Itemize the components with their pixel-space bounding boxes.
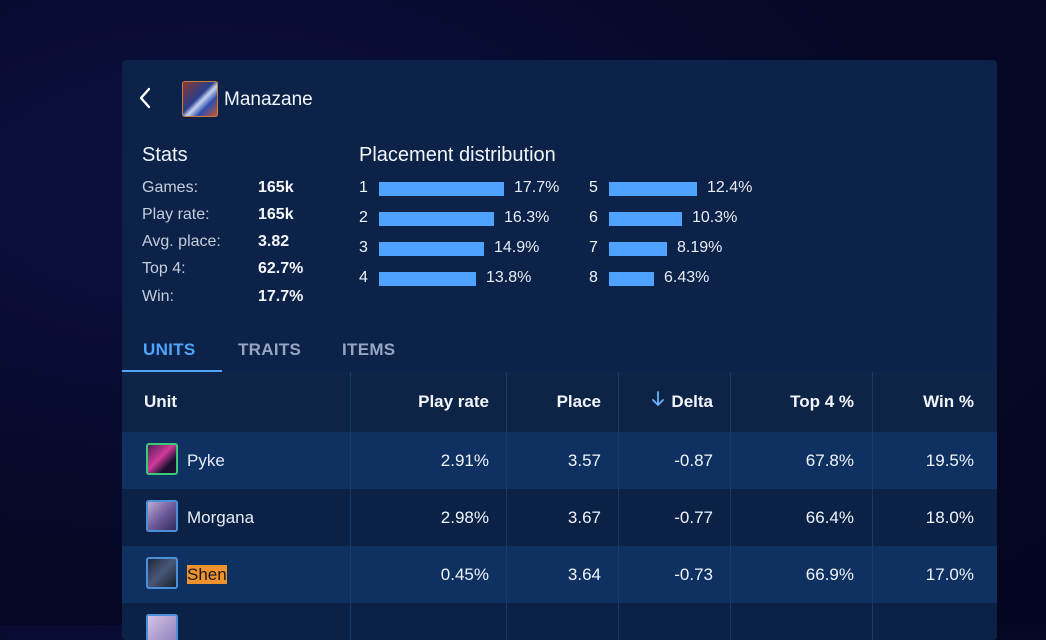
item-icon — [182, 81, 218, 117]
tab-units[interactable]: UNITS — [143, 340, 196, 359]
delta-header-label: Delta — [671, 392, 713, 411]
top4-cell: 66.4% — [805, 508, 854, 527]
arrow-down-icon — [651, 372, 665, 432]
placement-title: Placement distribution — [359, 144, 556, 166]
placement-rank: 8 — [589, 269, 598, 286]
stat-value: 3.82 — [258, 233, 290, 250]
table-row[interactable]: Morgana 2.98% 3.67 -0.77 66.4% 18.0% — [122, 489, 997, 546]
chevron-left-icon — [139, 87, 151, 109]
unit-avatar — [146, 443, 178, 475]
unit-name: Pyke — [187, 451, 225, 470]
delta-cell: -0.77 — [674, 508, 713, 527]
placement-rank: 1 — [359, 179, 368, 196]
item-stats-panel: Manazane Stats Games: 165k Play rate: 16… — [122, 60, 997, 640]
tab-items[interactable]: ITEMS — [342, 340, 396, 359]
stat-value: 17.7% — [258, 288, 304, 305]
table-row[interactable] — [122, 603, 997, 640]
column-divider — [618, 372, 619, 640]
placement-pct: 16.3% — [504, 209, 550, 226]
win-cell: 18.0% — [925, 508, 974, 527]
placement-rank: 5 — [589, 179, 598, 196]
page-title: Manazane — [224, 89, 313, 110]
stat-label: Avg. place: — [142, 233, 221, 250]
placement-bar — [379, 272, 476, 286]
back-button[interactable] — [136, 86, 156, 110]
column-divider — [506, 372, 507, 640]
placement-bar — [379, 182, 504, 196]
unit-avatar — [146, 557, 178, 589]
unit-avatar — [146, 500, 178, 532]
placement-pct: 14.9% — [494, 239, 540, 256]
placement-bar — [609, 212, 682, 226]
placement-rank: 2 — [359, 209, 368, 226]
placement-pct: 8.19% — [677, 239, 723, 256]
stat-label: Play rate: — [142, 206, 210, 223]
column-divider — [730, 372, 731, 640]
unit-name: Morgana — [187, 508, 255, 527]
column-divider — [350, 372, 351, 640]
placement-bar — [609, 182, 697, 196]
stat-value: 165k — [258, 206, 294, 223]
panel-header: Manazane — [122, 60, 997, 140]
placement-rank: 4 — [359, 269, 368, 286]
column-divider — [872, 372, 873, 640]
placement-rank: 7 — [589, 239, 598, 256]
stat-value: 62.7% — [258, 260, 304, 277]
placement-pct: 12.4% — [707, 179, 753, 196]
placement-bar — [609, 242, 667, 256]
table-row[interactable]: Pyke 2.91% 3.57 -0.87 67.8% 19.5% — [122, 432, 997, 489]
tab-bar: UNITS TRAITS ITEMS — [122, 330, 997, 372]
placement-bar — [379, 212, 494, 226]
play-rate-cell: 0.45% — [440, 565, 489, 584]
stat-label: Top 4: — [142, 260, 186, 277]
win-cell: 19.5% — [925, 451, 974, 470]
place-cell: 3.67 — [567, 508, 601, 527]
top4-cell: 66.9% — [805, 565, 854, 584]
stat-label: Games: — [142, 179, 199, 196]
stats-title: Stats — [142, 144, 188, 166]
delta-cell: -0.73 — [674, 565, 713, 584]
play-rate-cell: 2.91% — [440, 451, 489, 470]
column-header-place[interactable]: Place — [556, 392, 601, 411]
table-row[interactable]: Shen 0.45% 3.64 -0.73 66.9% 17.0% — [122, 546, 997, 603]
placement-rank: 3 — [359, 239, 368, 256]
column-header-play-rate[interactable]: Play rate — [418, 392, 489, 411]
placement-pct: 6.43% — [664, 269, 710, 286]
column-header-unit[interactable]: Unit — [144, 392, 178, 411]
placement-pct: 13.8% — [486, 269, 532, 286]
stat-value: 165k — [258, 179, 294, 196]
unit-avatar — [146, 614, 178, 640]
tab-traits[interactable]: TRAITS — [238, 340, 302, 359]
stat-label: Win: — [142, 288, 174, 305]
column-header-win[interactable]: Win % — [923, 392, 974, 411]
column-header-delta[interactable]: Delta — [618, 372, 713, 432]
delta-cell: -0.87 — [674, 451, 713, 470]
column-header-top4[interactable]: Top 4 % — [790, 392, 854, 411]
unit-name: Shen — [187, 546, 227, 603]
placement-bar — [609, 272, 654, 286]
table-header: Unit Play rate Place Delta Top 4 % Win % — [122, 372, 997, 432]
top4-cell: 67.8% — [805, 451, 854, 470]
placement-pct: 17.7% — [514, 179, 560, 196]
play-rate-cell: 2.98% — [440, 508, 489, 527]
win-cell: 17.0% — [925, 565, 974, 584]
placement-bar — [379, 242, 484, 256]
place-cell: 3.64 — [567, 565, 601, 584]
placement-pct: 10.3% — [692, 209, 738, 226]
placement-rank: 6 — [589, 209, 598, 226]
place-cell: 3.57 — [567, 451, 601, 470]
active-tab-indicator — [122, 370, 222, 372]
units-table: Unit Play rate Place Delta Top 4 % Win %… — [122, 372, 997, 640]
unit-name-highlighted: Shen — [187, 565, 227, 584]
